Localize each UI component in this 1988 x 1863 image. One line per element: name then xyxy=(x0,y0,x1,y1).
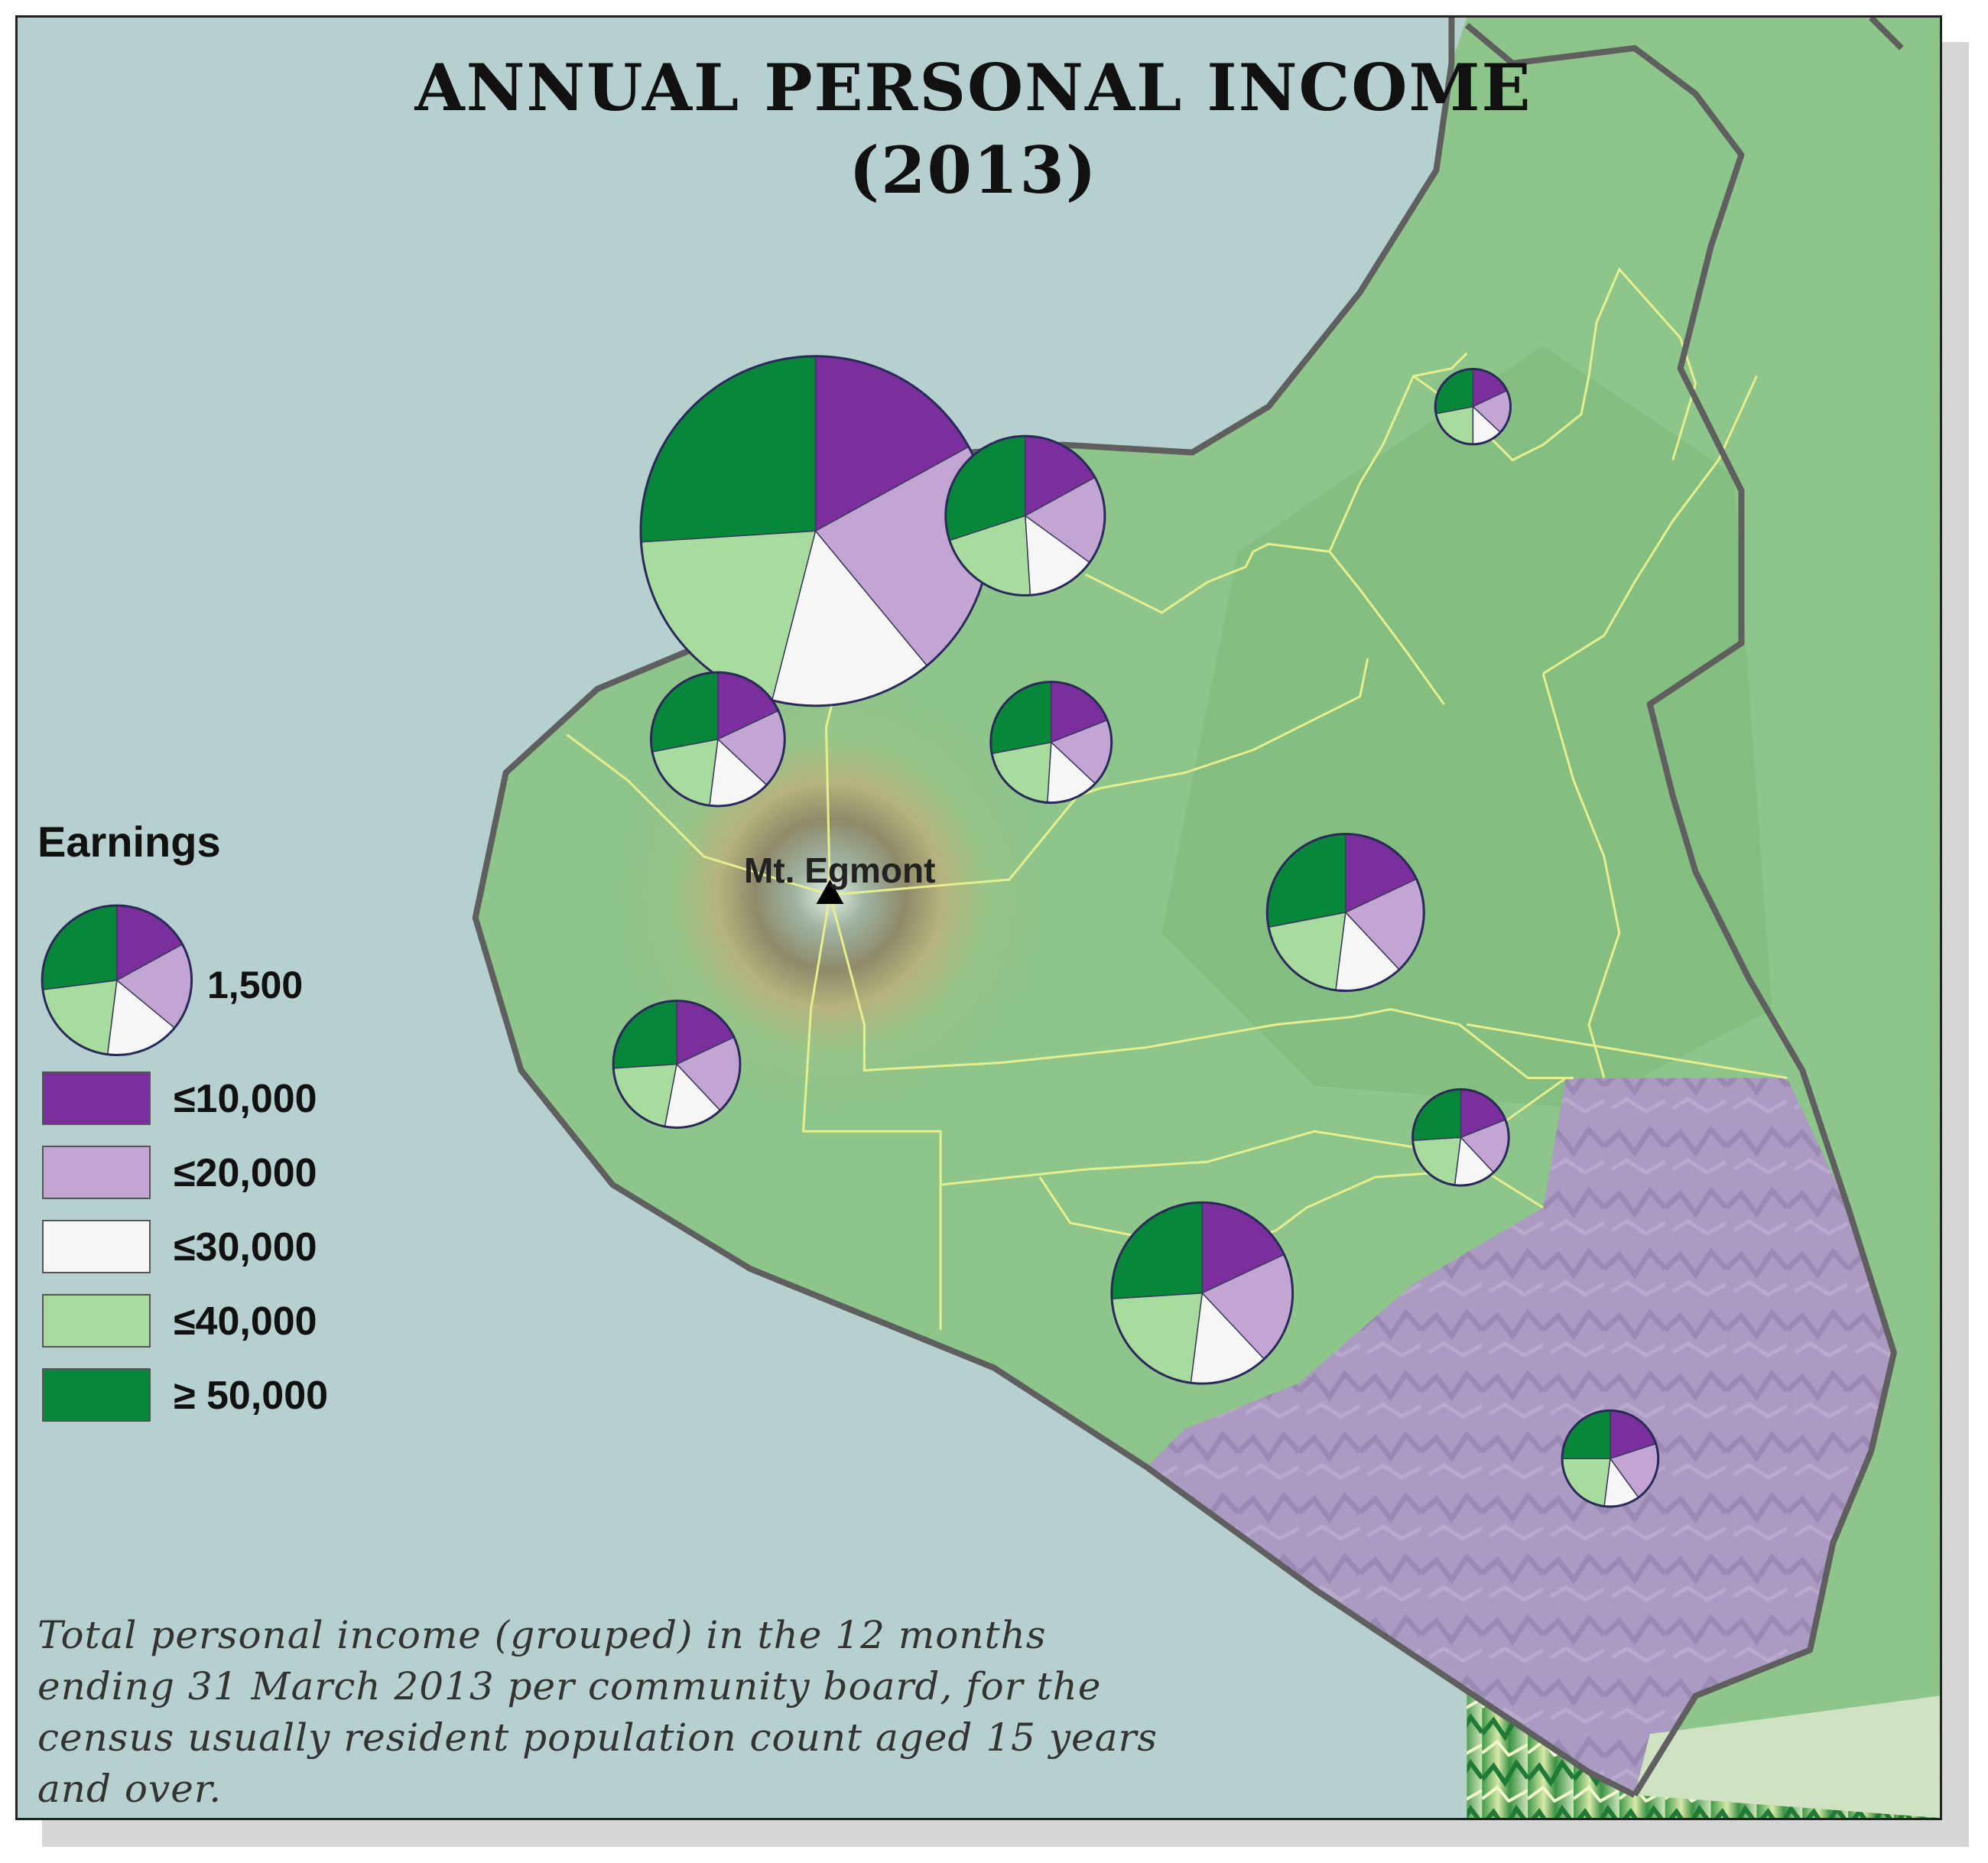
legend-pie xyxy=(41,904,193,1057)
legend-pie-outline xyxy=(41,904,193,1057)
caption: Total personal income (grouped) in the 1… xyxy=(37,1613,1158,1811)
pie-chart-7-outline xyxy=(612,1000,742,1129)
pie-chart-2-outline xyxy=(944,434,1106,597)
pie-chart-2 xyxy=(944,434,1106,597)
legend-heading: Earnings xyxy=(37,818,221,866)
legend-label: ≤30,000 xyxy=(174,1225,317,1270)
legend-swatch xyxy=(42,1368,151,1422)
legend-size-value: 1,500 xyxy=(207,964,304,1006)
pie-chart-3-outline xyxy=(1434,368,1512,446)
pie-chart-10 xyxy=(1561,1409,1660,1508)
pie-chart-8-outline xyxy=(1411,1088,1510,1187)
pie-chart-9 xyxy=(1110,1201,1294,1385)
pie-chart-1 xyxy=(639,355,992,707)
pie-chart-6 xyxy=(1265,832,1425,993)
southern-district xyxy=(1146,1078,1894,1796)
pie-chart-6-outline xyxy=(1265,832,1425,993)
pie-chart-5 xyxy=(649,671,786,808)
triangle-icon xyxy=(816,879,844,905)
pie-chart-1-slice xyxy=(640,355,817,543)
map-subtitle: (2013) xyxy=(849,132,1098,208)
map-frame: ANNUAL PERSONAL INCOME (2013) Mt. Egmont… xyxy=(15,15,1942,1820)
pie-charts xyxy=(612,355,1660,1508)
legend-pie-slice xyxy=(42,979,118,1055)
peak-label: Mt. Egmont xyxy=(744,850,936,890)
pie-chart-10-outline xyxy=(1561,1409,1660,1508)
legend-label: ≤10,000 xyxy=(174,1077,317,1121)
south-coast-plain xyxy=(1634,1696,1940,1818)
pie-chart-4-outline xyxy=(989,681,1113,805)
legend-label: ≥ 50,000 xyxy=(174,1374,329,1418)
legend-swatch xyxy=(42,1220,151,1273)
legend-label: ≤40,000 xyxy=(174,1299,317,1344)
legend-pie-slice xyxy=(41,905,118,990)
pie-chart-9-outline xyxy=(1110,1201,1294,1385)
legend-swatch xyxy=(42,1146,151,1199)
pie-chart-4 xyxy=(989,681,1113,805)
pie-chart-5-outline xyxy=(649,671,786,808)
legend-swatch xyxy=(42,1294,151,1348)
pie-chart-3 xyxy=(1434,368,1512,446)
map-title: ANNUAL PERSONAL INCOME xyxy=(414,50,1532,125)
map-canvas xyxy=(41,18,1940,1818)
legend-label: ≤20,000 xyxy=(174,1151,317,1195)
coastline xyxy=(472,18,1904,1798)
pie-chart-8 xyxy=(1411,1088,1510,1187)
legend-swatch xyxy=(42,1071,151,1125)
pie-chart-7 xyxy=(612,1000,742,1129)
